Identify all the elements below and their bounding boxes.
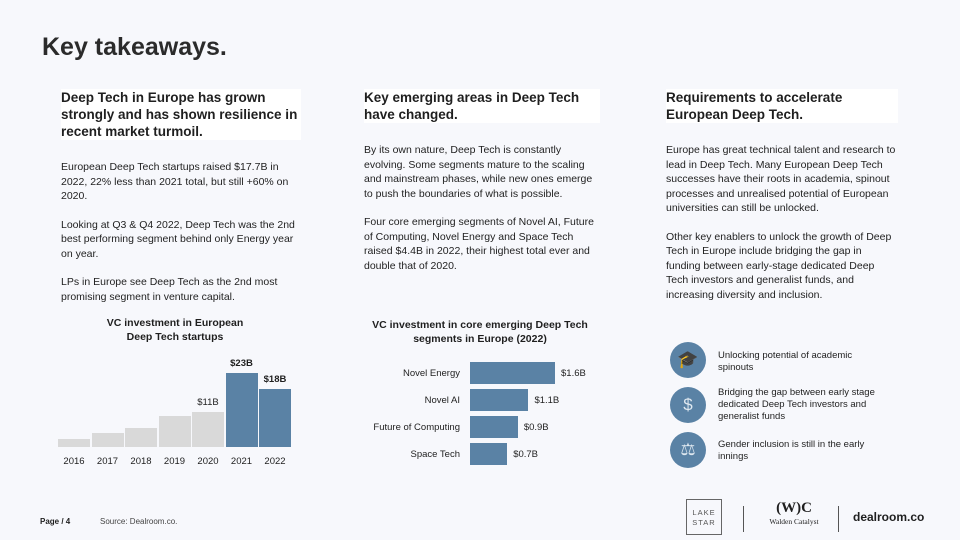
- paragraph: Europe has great technical talent and re…: [666, 144, 896, 214]
- data-label: $18B: [263, 374, 287, 386]
- x-tick-label: 2019: [163, 456, 186, 467]
- bar-space-tech: [470, 443, 508, 465]
- data-label: $23B: [230, 358, 253, 369]
- chart2-title: VC investment in core emerging Deep Tech…: [372, 319, 588, 345]
- x-tick-label: 2021: [230, 456, 253, 467]
- paragraph: Four core emerging segments of Novel AI,…: [364, 216, 594, 272]
- walden-mark: (W)C: [776, 500, 812, 516]
- column-emerging: Key emerging areas in Deep Tech have cha…: [364, 89, 600, 287]
- column-heading: Requirements to accelerate European Deep…: [666, 89, 898, 123]
- bar-2017: [91, 432, 124, 447]
- chart1-title: VC investment in European Deep Tech star…: [106, 317, 244, 343]
- source-note: Source: Dealroom.co.: [100, 517, 178, 526]
- paragraph: Other key enablers to unlock the growth …: [666, 230, 892, 301]
- bar-2022: [259, 389, 291, 447]
- requirement-text: Gender inclusion is still in the early i…: [718, 439, 865, 462]
- data-label: $0.7B: [513, 449, 539, 460]
- column-requirements: Requirements to accelerate European Deep…: [666, 89, 898, 316]
- data-label: $1.1B: [534, 395, 560, 406]
- x-tick-label: 2018: [130, 456, 152, 467]
- hand-coin-icon: $: [670, 387, 706, 423]
- data-label: $0.9B: [523, 422, 549, 433]
- requirement-text: Unlocking potential of academic spinouts: [718, 350, 853, 373]
- requirement-text: Bridging the gap between early stage ded…: [718, 387, 875, 422]
- paragraph: By its own nature, Deep Tech is constant…: [364, 144, 593, 200]
- divider: [838, 506, 839, 532]
- column-growth: Deep Tech in Europe has grown strongly a…: [61, 89, 301, 318]
- bar-2016: [58, 439, 90, 447]
- bar-2018: [125, 428, 157, 447]
- bar-novel-ai: [470, 389, 529, 411]
- paragraph: European Deep Tech startups raised $17.7…: [61, 161, 289, 202]
- walden-name: Walden Catalyst: [769, 517, 819, 526]
- x-tick-label: 2020: [197, 456, 219, 467]
- paragraph: Looking at Q3 & Q4 2022, Deep Tech was t…: [61, 218, 295, 260]
- divider: [743, 506, 744, 532]
- lakestar-logo: LAKE STAR: [686, 499, 722, 535]
- data-label: $11B: [197, 396, 219, 408]
- scales-icon: ⚖: [670, 432, 706, 468]
- category-label: Novel Energy: [402, 368, 460, 379]
- category-label: Future of Computing: [373, 422, 460, 433]
- category-label: Space Tech: [410, 449, 460, 460]
- dealroom-logo: dealroom.co: [853, 510, 925, 524]
- bar-novel-energy: [470, 362, 555, 384]
- bar-2019: [158, 415, 191, 447]
- x-tick-label: 2017: [96, 456, 119, 467]
- data-label: $1.6B: [561, 368, 586, 379]
- x-tick-label: 2016: [63, 456, 85, 467]
- bar-future-of-computing: [470, 416, 518, 438]
- graduation-cap-icon: 🎓: [670, 342, 706, 378]
- page-title: Key takeaways.: [42, 33, 227, 61]
- category-label: Novel AI: [424, 395, 460, 406]
- bar-2020: [192, 411, 224, 447]
- page-number: Page / 4: [40, 517, 71, 526]
- walden-logo: (W)C Walden Catalyst: [762, 500, 826, 526]
- x-tick-label: 2022: [264, 456, 286, 467]
- paragraph: LPs in Europe see Deep Tech as the 2nd m…: [61, 276, 278, 303]
- column-heading: Key emerging areas in Deep Tech have cha…: [364, 89, 600, 123]
- bar-2021: [225, 373, 258, 447]
- column-heading: Deep Tech in Europe has grown strongly a…: [61, 89, 301, 140]
